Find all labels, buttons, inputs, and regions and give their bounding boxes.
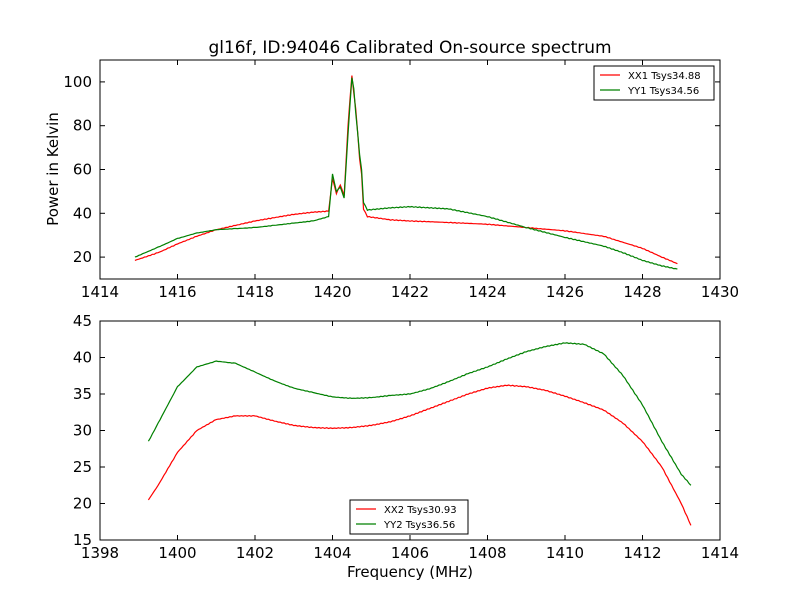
x-tick-label: 1430 [701, 283, 739, 301]
x-tick-label: 1406 [391, 544, 429, 562]
x-tick-label: 1398 [81, 544, 119, 562]
y-tick-label: 30 [73, 422, 92, 440]
x-tick-label: 1400 [158, 544, 196, 562]
legend-entry: YY1 Tsys34.56 [627, 86, 699, 97]
series-line-yy2 [147, 342, 692, 486]
x-axis-label: Frequency (MHz) [347, 563, 473, 581]
x-tick-label: 1408 [468, 544, 506, 562]
x-tick-label: 1404 [313, 544, 351, 562]
x-tick-label: 1418 [236, 283, 274, 301]
y-tick-label: 25 [73, 458, 92, 476]
chart-title: gl16f, ID:94046 Calibrated On-source spe… [208, 38, 611, 58]
y-tick-label: 20 [73, 248, 92, 266]
series-line-yy1 [134, 77, 678, 270]
legend-box [349, 499, 469, 535]
legend-entry: YY2 Tsys36.56 [383, 520, 455, 531]
y-tick-label: 15 [73, 531, 92, 549]
x-tick-label: 1420 [313, 283, 351, 301]
series-line-xx1 [134, 75, 678, 265]
x-tick-label: 1422 [391, 283, 429, 301]
y-axis-label: Power in Kelvin [44, 112, 62, 226]
x-tick-label: 1410 [546, 544, 584, 562]
y-tick-label: 45 [73, 312, 92, 330]
bottom-plot-panel: 1398 1400 1402 1404 1406 1408 1410 1412 1414 15 20… [73, 312, 739, 581]
x-tick-label: 1416 [158, 283, 196, 301]
legend-entry: XX1 Tsys34.88 [628, 71, 701, 82]
x-tick-label: 1424 [468, 283, 506, 301]
y-tick-label: 80 [73, 117, 92, 135]
legend-box [593, 65, 715, 101]
y-tick-label: 35 [73, 385, 92, 403]
y-tick-label: 20 [73, 495, 92, 513]
y-tick-label: 40 [73, 204, 92, 222]
x-tick-label: 1428 [623, 283, 661, 301]
x-tick-label: 1414 [81, 283, 119, 301]
x-tick-label: 1412 [623, 544, 661, 562]
x-tick-label: 1402 [236, 544, 274, 562]
series-line-xx2 [147, 384, 692, 526]
top-plot-panel: 1414 1416 1418 1420 1422 1424 1426 1428 1430 20 40… [44, 59, 739, 301]
x-tick-label: 1414 [701, 544, 739, 562]
y-tick-label: 100 [63, 73, 92, 91]
x-tick-label: 1426 [546, 283, 584, 301]
legend-entry: XX2 Tsys30.93 [384, 505, 457, 516]
y-tick-label: 60 [73, 161, 92, 179]
y-tick-label: 40 [73, 349, 92, 367]
